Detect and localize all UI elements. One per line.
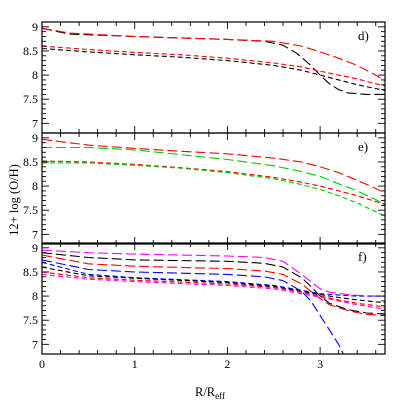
x-tick-label: 2	[224, 357, 230, 371]
series-line-1	[42, 27, 385, 95]
y-tick-label: 8.5	[23, 265, 38, 279]
y-tick-label: 8	[32, 179, 38, 193]
curves	[42, 138, 385, 217]
x-tick-label: 1	[132, 357, 138, 371]
plot-frame	[41, 132, 386, 245]
series-line-8	[42, 273, 385, 310]
x-axis-label-sub: eff	[215, 391, 225, 401]
series-line-3	[42, 254, 385, 316]
y-tick-label: 7	[32, 227, 38, 241]
series-line-3	[42, 47, 385, 92]
series-line-1	[42, 138, 385, 194]
series-line-2	[42, 27, 385, 82]
y-tick-label: 8.5	[23, 44, 38, 58]
y-tick-label: 8	[32, 289, 38, 303]
x-tick-label: 0	[39, 357, 45, 371]
series-line-5	[42, 261, 385, 297]
curves	[42, 27, 385, 95]
y-tick-label: 7	[32, 337, 38, 351]
y-tick-label: 9	[32, 131, 38, 145]
x-tick-label: 3	[317, 357, 323, 371]
panel-label: f)	[358, 249, 367, 264]
series-line-6	[42, 266, 385, 303]
curves	[42, 249, 385, 354]
y-tick-label: 7	[32, 116, 38, 130]
y-tick-label: 9	[32, 20, 38, 34]
panel-f: 7 7.5 8 8.5 9 0 1 2 3 f)	[23, 241, 386, 371]
y-tick-label: 8	[32, 68, 38, 82]
series-line-2	[42, 252, 385, 315]
y-tick-label: 8.5	[23, 155, 38, 169]
y-tick-label: 7.5	[23, 92, 38, 106]
panel-label: d)	[358, 28, 369, 43]
y-tick-label: 7.5	[23, 313, 38, 327]
x-axis-label-main: R/R	[195, 385, 216, 399]
series-line-4	[42, 162, 385, 217]
plot-frame	[41, 242, 386, 355]
series-line-1	[42, 249, 385, 297]
series-line-7	[42, 271, 385, 308]
series-line-4	[42, 45, 385, 87]
series-line-2	[42, 146, 385, 205]
y-tick-label: 9	[32, 241, 38, 255]
panels-group: 7 7.5 8 8.5 9 d) 7 7.5 8 8.5 9 e) 7 7.5 8 8.5 9 0 1 2 3 f)	[23, 20, 386, 371]
x-axis-label: R/Reff	[195, 385, 225, 401]
series-line-4	[42, 259, 344, 354]
panel-d: 7 7.5 8 8.5 9 d)	[23, 20, 386, 134]
panel-label: e)	[358, 139, 368, 154]
panel-e: 7 7.5 8 8.5 9 e)	[23, 131, 386, 245]
y-axis-label: 12+ log (O/H)	[7, 164, 21, 236]
y-tick-label: 7.5	[23, 203, 38, 217]
series-line-3	[42, 160, 385, 205]
